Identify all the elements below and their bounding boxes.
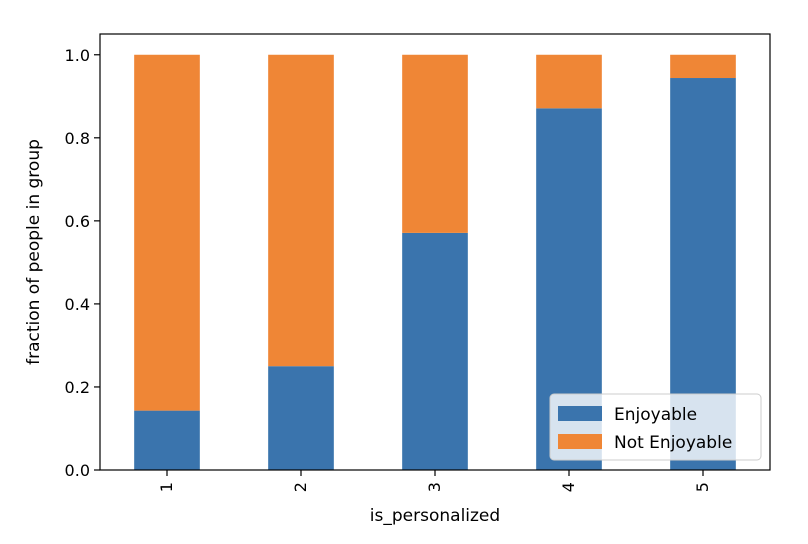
bar-enjoyable-1 (134, 410, 200, 470)
y-tick-label: 1.0 (65, 46, 90, 65)
x-tick-label: 2 (291, 482, 310, 492)
y-tick-label: 0.8 (65, 129, 90, 148)
bar-not-enjoyable-1 (134, 54, 200, 411)
y-tick-label: 0.2 (65, 378, 90, 397)
x-axis-label: is_personalized (370, 506, 500, 526)
bar-not-enjoyable-3 (402, 54, 468, 233)
bar-not-enjoyable-4 (536, 54, 602, 109)
x-tick-label: 1 (157, 482, 176, 492)
y-axis-label: fraction of people in group (24, 139, 44, 365)
x-axis: 1 2 3 4 5 (157, 470, 712, 492)
legend-swatch (558, 406, 602, 421)
y-tick-label: 0.6 (65, 212, 90, 231)
y-tick-label: 0.0 (65, 461, 90, 480)
x-tick-label: 5 (693, 482, 712, 492)
x-tick-label: 4 (559, 482, 578, 492)
bar-not-enjoyable-5 (670, 54, 736, 79)
legend-label: Enjoyable (614, 405, 697, 425)
y-axis: 0.0 0.2 0.4 0.6 0.8 1.0 (65, 46, 100, 480)
y-tick-label: 0.4 (65, 295, 90, 314)
bar-enjoyable-3 (402, 232, 468, 470)
bar-not-enjoyable-2 (268, 54, 334, 367)
legend-label: Not Enjoyable (614, 433, 732, 453)
legend-box (549, 393, 762, 461)
bars-layer (134, 54, 736, 471)
legend: Enjoyable Not Enjoyable (549, 393, 762, 461)
legend-swatch (558, 434, 602, 449)
bar-enjoyable-2 (268, 366, 334, 470)
x-tick-label: 3 (425, 482, 444, 492)
